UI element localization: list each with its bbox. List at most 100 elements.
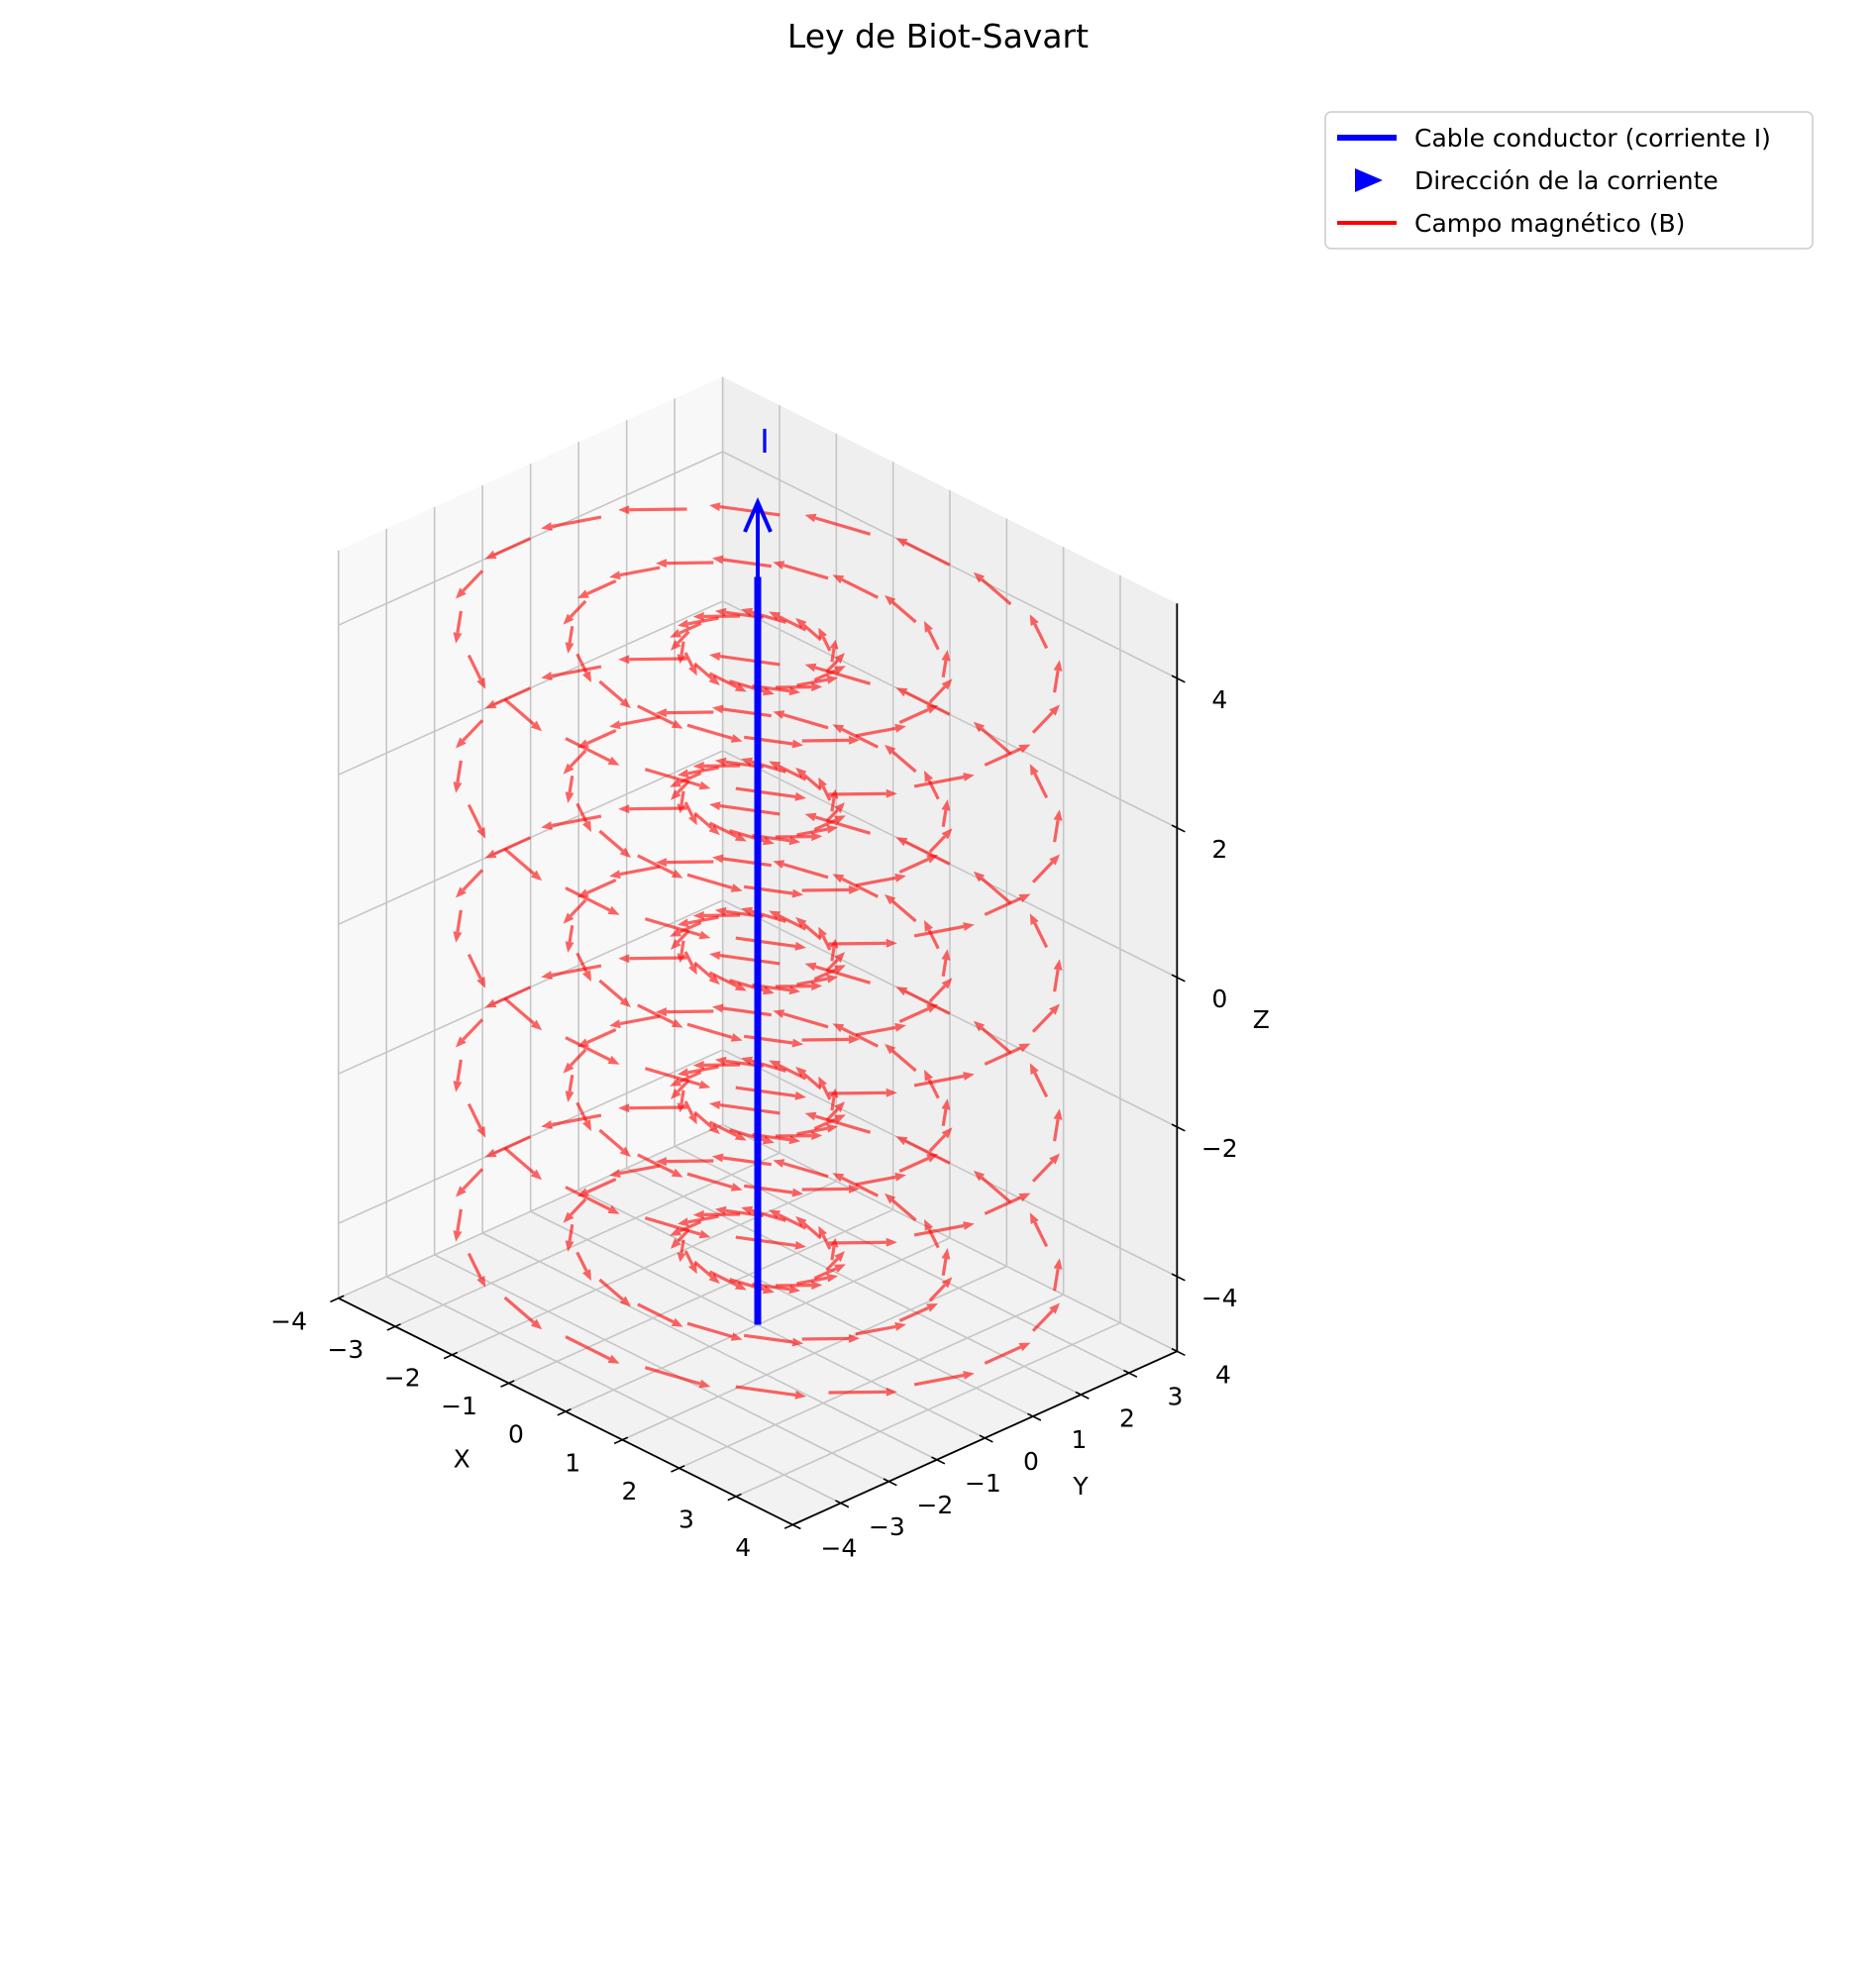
field-vector	[913, 1221, 975, 1237]
field-vector	[984, 744, 1031, 767]
field-vector-head	[456, 737, 467, 749]
field-vector-head	[619, 996, 631, 1008]
field-vector-shaft	[743, 1333, 793, 1344]
field-vector	[855, 723, 906, 738]
field-vector-shaft	[830, 797, 836, 812]
field-vector-shaft	[855, 876, 896, 887]
field-vector-head	[688, 964, 697, 976]
field-vector-head	[714, 1205, 727, 1215]
field-vector-shaft	[904, 840, 951, 866]
field-vector	[453, 1059, 463, 1092]
field-vector-shaft	[927, 630, 940, 651]
field-vector-head	[609, 571, 621, 580]
field-vector-head	[692, 1060, 704, 1070]
field-vector-shaft	[828, 791, 886, 796]
field-vector	[709, 652, 781, 667]
field-vector-head	[656, 559, 667, 569]
field-vector-head	[656, 708, 667, 718]
field-vector-head	[484, 849, 497, 859]
field-vector-head	[453, 632, 463, 644]
field-vector-head	[541, 971, 553, 980]
field-vector-head	[671, 869, 683, 879]
field-vector-head	[941, 1127, 953, 1139]
field-vector-head	[885, 594, 896, 606]
field-vector-head	[734, 982, 747, 991]
field-vector-shaft	[904, 1139, 951, 1165]
field-vector-shaft	[802, 1221, 822, 1240]
field-vector	[1031, 1302, 1060, 1332]
field-vector-head	[677, 918, 689, 928]
field-vector-head	[795, 617, 807, 629]
field-vector-head	[791, 1337, 804, 1347]
grid-line-y	[481, 1232, 938, 1461]
field-vector	[456, 1018, 484, 1048]
field-vector-shaft	[679, 790, 685, 805]
field-vector	[565, 737, 620, 766]
field-vector	[769, 910, 807, 931]
field-vector-head	[476, 1276, 486, 1288]
field-vector-shaft	[644, 1366, 701, 1386]
field-vector-shaft	[898, 858, 929, 874]
field-vector-shaft	[586, 879, 617, 894]
field-vector-shaft	[462, 570, 484, 592]
field-vector-head	[619, 697, 631, 709]
field-vector-head	[708, 675, 720, 686]
field-vector-shaft	[778, 614, 807, 632]
field-vector-shaft	[813, 968, 837, 982]
field-vector-shaft	[796, 827, 828, 837]
field-vector-head	[924, 1069, 933, 1082]
field-vector-shaft	[456, 909, 463, 933]
field-vector-head	[619, 1296, 631, 1307]
field-vector	[775, 1281, 823, 1291]
field-vector-shaft	[928, 685, 947, 704]
field-vector-head	[818, 777, 827, 788]
field-vector-shaft	[928, 985, 947, 1003]
field-vector	[456, 570, 484, 599]
field-vector-shaft	[493, 686, 532, 706]
field-vector-shaft	[598, 1278, 624, 1301]
field-vector-head	[709, 801, 721, 811]
field-vector-shaft	[778, 1212, 807, 1230]
field-vector-shaft	[598, 1128, 624, 1152]
field-vector-head	[565, 791, 574, 803]
field-vector-shaft	[586, 1178, 617, 1194]
field-vector-head	[895, 687, 908, 697]
field-vector	[693, 1110, 720, 1135]
x-tick-label: 4	[735, 1533, 751, 1562]
field-vector-shaft	[802, 773, 822, 791]
field-vector	[692, 1060, 741, 1070]
field-vector-head	[1029, 1063, 1039, 1075]
field-vector	[709, 502, 781, 517]
field-vector	[484, 1135, 532, 1158]
field-vector-head	[773, 860, 785, 869]
field-vector-shaft	[565, 1186, 611, 1211]
field-vector	[855, 873, 906, 887]
field-vector	[618, 655, 687, 665]
field-vector	[656, 1007, 714, 1017]
legend-direction-swatch	[1355, 168, 1383, 192]
field-vector-head	[709, 652, 721, 662]
field-vector-head	[734, 1281, 747, 1291]
field-vector-shaft	[825, 1257, 839, 1272]
field-vector-head	[609, 870, 621, 880]
field-vector-head	[1018, 744, 1031, 754]
field-vector	[677, 1214, 719, 1227]
field-vector	[541, 1113, 602, 1129]
field-vector	[683, 1250, 697, 1275]
field-vector	[541, 964, 602, 980]
field-vector-shaft	[941, 660, 948, 677]
field-vector	[683, 951, 697, 976]
field-vector-head	[453, 1081, 463, 1092]
field-vector-head	[476, 827, 486, 839]
field-vector	[775, 682, 823, 692]
field-vector-shaft	[644, 917, 701, 937]
field-vector-head	[811, 682, 823, 692]
field-vector-head	[677, 1102, 686, 1113]
field-vector-head	[885, 1193, 896, 1204]
field-vector-head	[730, 1033, 743, 1042]
field-vector	[818, 1076, 832, 1100]
field-vector-head	[453, 1230, 463, 1242]
field-vector	[709, 951, 781, 966]
field-vector	[775, 982, 823, 991]
field-vector-shaft	[551, 665, 602, 678]
